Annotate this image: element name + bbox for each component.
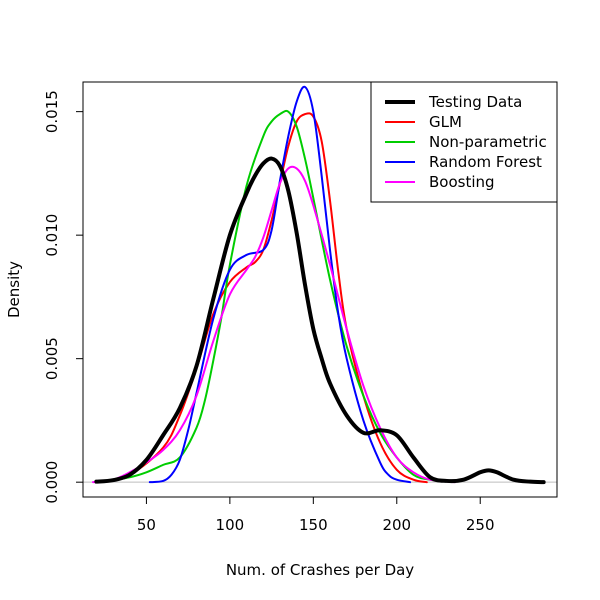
series-line-testing-data	[94, 156, 546, 485]
legend-label: Random Forest	[429, 153, 542, 171]
legend-label: Non-parametric	[429, 133, 547, 151]
x-tick-label: 50	[137, 516, 156, 534]
legend-label: Boosting	[429, 173, 495, 191]
x-axis: 50 100 150 200 250	[137, 496, 495, 534]
series-line-random-forest	[148, 85, 412, 484]
y-tick-label: 0.005	[43, 337, 61, 380]
y-tick-label: 0.000	[43, 461, 61, 504]
y-tick-label: 0.010	[43, 214, 61, 257]
x-tick-label: 200	[382, 516, 411, 534]
x-axis-label: Num. of Crashes per Day	[226, 561, 414, 579]
legend-label: Testing Data	[428, 93, 522, 111]
x-tick-label: 250	[466, 516, 495, 534]
density-curves	[92, 85, 546, 485]
x-tick-label: 100	[216, 516, 245, 534]
series-line-boosting	[92, 165, 457, 484]
legend-label: GLM	[429, 113, 462, 131]
x-tick-label: 150	[299, 516, 328, 534]
y-axis-label: Density	[5, 261, 23, 318]
legend: Testing Data GLM Non-parametric Random Fore…	[370, 81, 558, 203]
y-tick-label: 0.015	[43, 90, 61, 133]
y-axis: 0.000 0.005 0.010 0.015	[43, 90, 84, 504]
